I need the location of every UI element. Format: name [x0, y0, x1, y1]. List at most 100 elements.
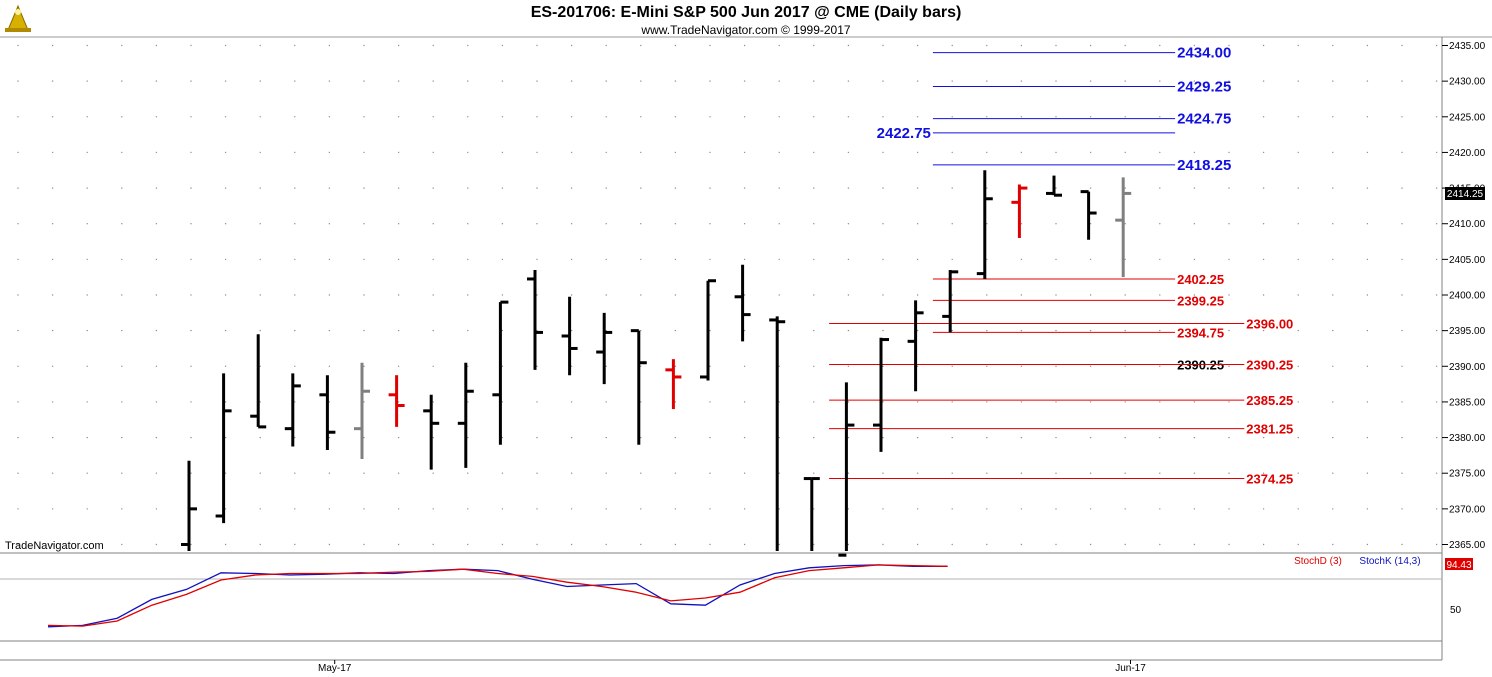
grid-dot — [1332, 80, 1334, 82]
grid-dot — [986, 294, 988, 296]
ohlc-bar — [319, 375, 336, 451]
grid-dot — [951, 401, 953, 403]
grid-dot — [605, 151, 607, 154]
grid-dot — [1401, 116, 1403, 118]
grid-dot — [1228, 116, 1230, 118]
grid-dot — [155, 436, 158, 439]
grid-dot — [432, 543, 434, 546]
grid-dot — [778, 151, 780, 154]
y-tick-label: 2395.00 — [1449, 326, 1486, 337]
grid-dot — [1332, 258, 1334, 261]
grid-dot — [1401, 187, 1403, 189]
grid-dot — [1020, 151, 1023, 154]
level-label: 2385.25 — [1246, 393, 1293, 408]
grid-dot — [51, 151, 54, 154]
grid-dot — [259, 258, 261, 261]
grid-dot — [467, 151, 469, 154]
grid-dot — [1435, 329, 1438, 332]
grid-dot — [1366, 508, 1369, 510]
grid-dot — [1262, 44, 1265, 47]
grid-dot — [1193, 365, 1196, 367]
grid-dot — [916, 472, 919, 474]
price-levels: 2434.00 2429.25 2424.75 2422.75 2418.25 2402.… — [829, 45, 1293, 487]
grid-dot — [190, 187, 192, 189]
grid-dot — [1332, 44, 1334, 47]
grid-dot — [709, 329, 711, 332]
grid-dot — [501, 151, 504, 154]
ohlc-bar — [803, 477, 820, 551]
grid-dot — [1332, 187, 1334, 189]
grid-dot — [294, 329, 296, 332]
grid-dot — [916, 116, 919, 118]
grid-dot — [501, 294, 504, 296]
grid-dot — [501, 401, 504, 403]
grid-dot — [1020, 80, 1023, 82]
grid-dot — [328, 223, 331, 225]
grid-dot — [674, 508, 677, 510]
grid-dot — [605, 187, 607, 189]
grid-dot — [1262, 151, 1265, 154]
grid-dot — [674, 151, 677, 154]
grid-dot — [1435, 436, 1438, 439]
grid-dot — [605, 543, 607, 546]
grid-dot — [432, 151, 434, 154]
grid-dot — [1297, 151, 1299, 154]
grid-dot — [190, 151, 192, 154]
grid-dot — [1401, 80, 1403, 82]
grid-dot — [51, 116, 54, 118]
ohlc-bar — [181, 460, 197, 551]
grid-dot — [467, 294, 469, 296]
y-tick-label: 2385.00 — [1449, 397, 1486, 408]
grid-dot — [882, 543, 884, 546]
grid-dot — [1366, 116, 1369, 118]
grid-dot — [190, 223, 192, 225]
grid-dot — [1262, 223, 1265, 225]
grid-dot — [882, 187, 884, 189]
grid-dot — [813, 44, 815, 47]
ohlc-bar — [215, 373, 232, 524]
grid-dot — [259, 116, 261, 118]
grid-dot — [51, 258, 54, 261]
grid-dot — [1020, 365, 1023, 367]
stoch-last-label: 94.43 — [1446, 560, 1471, 571]
grid-dot — [1124, 116, 1126, 118]
grid-dot — [1159, 543, 1161, 546]
grid-dot — [17, 80, 19, 82]
grid-dot — [501, 187, 504, 189]
grid-dot — [51, 187, 54, 189]
ohlc-bar — [284, 373, 301, 447]
grid-dot — [813, 187, 815, 189]
grid-dot — [640, 151, 642, 154]
grid-dot — [1089, 223, 1092, 225]
grid-dot — [1020, 401, 1023, 403]
grid-dot — [536, 472, 538, 474]
grid-dot — [432, 223, 434, 225]
grid-dot — [467, 436, 469, 439]
grid-dot — [467, 116, 469, 118]
grid-dot — [882, 80, 884, 82]
price-axis: 2435.002430.002425.002420.002415.002410.… — [1442, 41, 1486, 551]
grid-dot — [1332, 543, 1334, 546]
grid-dot — [951, 508, 953, 510]
grid-dot — [1297, 44, 1299, 47]
grid-dot — [951, 223, 953, 225]
grid-dot — [1435, 187, 1438, 189]
grid-dot — [674, 436, 677, 439]
grid-dot — [1228, 436, 1230, 439]
grid-dot — [570, 329, 573, 332]
grid-dot — [1193, 116, 1196, 118]
grid-dot — [986, 44, 988, 47]
grid-dot — [224, 80, 227, 82]
grid-dot — [1124, 401, 1126, 403]
grid-dot — [986, 329, 988, 332]
grid-dot — [916, 44, 919, 47]
level-label: 2418.25 — [1177, 157, 1231, 174]
grid-dot — [1262, 116, 1265, 118]
grid-dot — [916, 436, 919, 439]
grid-dot — [155, 187, 158, 189]
grid-dot — [882, 258, 884, 261]
grid-dot — [709, 151, 711, 154]
grid-dot — [1089, 44, 1092, 47]
grid-dot — [1089, 329, 1092, 332]
grid-dot — [640, 44, 642, 47]
